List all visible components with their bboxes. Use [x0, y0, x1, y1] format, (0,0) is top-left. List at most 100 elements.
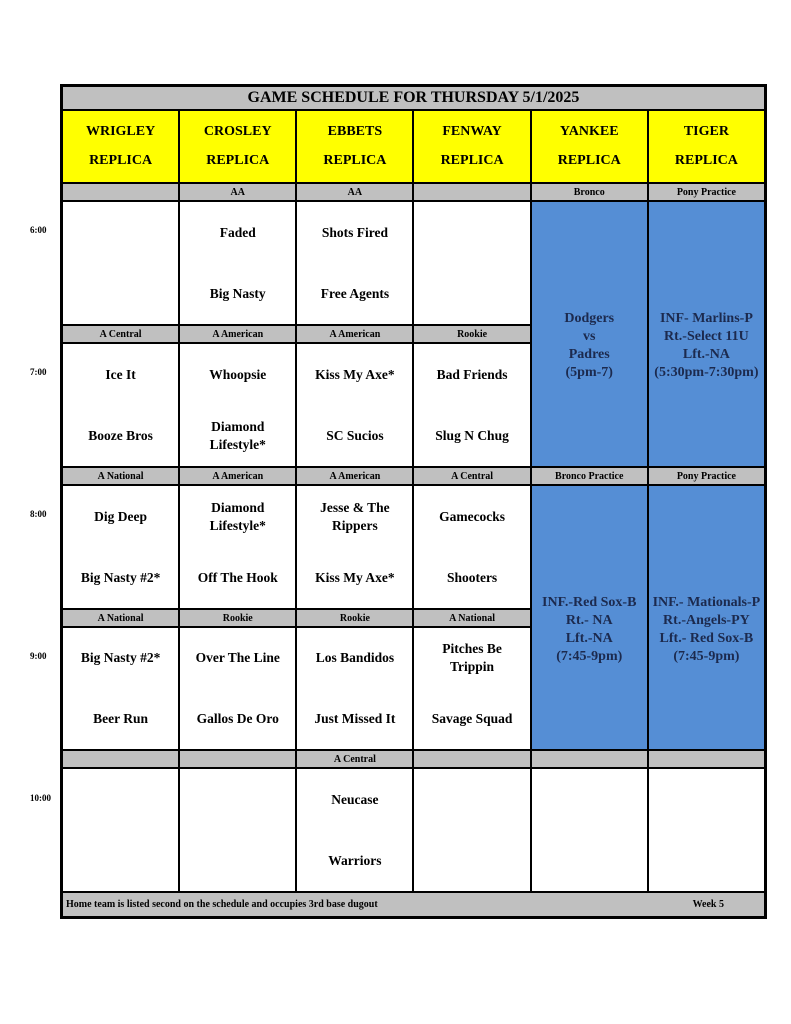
- practice-line: Rt.-Angels-PY: [663, 612, 750, 628]
- practice-block-tiger: INF.- Mationals-P Rt.-Angels-PY Lft.- Red …: [647, 485, 765, 750]
- division-label: A Central: [413, 467, 531, 485]
- field-name-line: REPLICA: [323, 153, 387, 169]
- away-team: Gamecocks: [439, 508, 506, 524]
- game-cell: Big Nasty #2* Beer Run: [62, 627, 180, 750]
- division-label: [179, 750, 297, 768]
- field-name-line: TIGER: [683, 123, 729, 139]
- field-header: FENWAY REPLICA: [413, 110, 531, 183]
- away-team: Big Nasty #2*: [80, 650, 161, 666]
- practice-line: Rt.- NA: [565, 612, 613, 628]
- home-team: Savage Squad: [431, 710, 513, 726]
- practice-line: INF.-Red Sox-B: [542, 594, 637, 610]
- practice-line: (5pm-7): [565, 365, 613, 380]
- field-header: CROSLEY REPLICA: [179, 110, 297, 183]
- field-name-line: REPLICA: [206, 153, 270, 169]
- game-cell: [413, 201, 531, 325]
- game-cell: Kiss My Axe* SC Sucios: [296, 343, 414, 467]
- field-name-line: YANKEE: [559, 123, 619, 139]
- game-cell: Dig Deep Big Nasty #2*: [62, 485, 180, 609]
- game-cell: [647, 768, 765, 892]
- field-name-line: FENWAY: [442, 123, 502, 139]
- division-label: A American: [179, 325, 297, 343]
- page-title: GAME SCHEDULE FOR THURSDAY 5/1/2025: [62, 86, 765, 110]
- practice-line: INF.- Mationals-P: [652, 594, 761, 610]
- game-cell: Pitches Be Trippin Savage Squad: [413, 627, 531, 750]
- away-team: Los Bandidos: [315, 650, 395, 666]
- home-team: Slug N Chug: [435, 427, 509, 443]
- home-team: Just Missed It: [314, 710, 396, 726]
- practice-block-yankee: Dodgers vs Padres (5pm-7): [530, 201, 648, 467]
- practice-line: Lft.- Red Sox-B: [659, 630, 754, 646]
- game-cell: Bad Friends Slug N Chug: [413, 343, 531, 467]
- division-label: A National: [413, 609, 531, 627]
- away-team: Kiss My Axe*: [315, 366, 395, 382]
- home-team: Warriors: [328, 852, 382, 868]
- away-team: Ice It: [105, 366, 136, 382]
- practice-block-tiger: INF- Marlins-P Rt.-Select 11U Lft.-NA (5:30…: [647, 201, 765, 467]
- division-label: Rookie: [296, 609, 414, 627]
- time-label: 8:00: [30, 509, 47, 519]
- field-name-line: REPLICA: [440, 153, 504, 169]
- away-team: Dig Deep: [94, 508, 148, 524]
- game-cell: [62, 201, 180, 325]
- division-label: AA: [296, 183, 414, 201]
- practice-line: (7:45-9pm): [673, 648, 740, 664]
- division-label: A American: [296, 325, 414, 343]
- practice-line: Rt.-Select 11U: [664, 329, 749, 344]
- game-cell: Neucase Warriors: [296, 768, 414, 892]
- division-label: A American: [296, 467, 414, 485]
- game-cell: Over The Line Gallos De Oro: [179, 627, 297, 750]
- division-label: A National: [62, 609, 180, 627]
- division-label: [62, 183, 180, 201]
- field-header: TIGER REPLICA: [647, 110, 765, 183]
- field-header: YANKEE REPLICA: [530, 110, 648, 183]
- time-label: 7:00: [30, 367, 47, 377]
- away-team: Whoopsie: [209, 366, 267, 382]
- away-team: Neucase: [331, 791, 379, 807]
- game-cell: [62, 768, 180, 892]
- division-label: Rookie: [179, 609, 297, 627]
- division-label: [413, 750, 531, 768]
- division-label: A Central: [62, 325, 180, 343]
- field-name-line: REPLICA: [674, 153, 738, 169]
- home-team: Shooters: [446, 569, 498, 585]
- home-team: Kiss My Axe*: [315, 569, 395, 585]
- game-cell: Whoopsie Diamond Lifestyle*: [179, 343, 297, 467]
- division-label: Pony Practice: [647, 183, 765, 201]
- field-name-line: REPLICA: [557, 153, 621, 169]
- practice-line: INF- Marlins-P: [659, 311, 753, 326]
- game-cell: Diamond Lifestyle* Off The Hook: [179, 485, 297, 609]
- game-cell: [530, 768, 648, 892]
- time-label: 6:00: [30, 225, 47, 235]
- field-header: WRIGLEY REPLICA: [62, 110, 180, 183]
- home-team: Diamond Lifestyle*: [209, 418, 266, 452]
- home-team: Booze Bros: [88, 427, 153, 443]
- division-label: Rookie: [413, 325, 531, 343]
- footer-note: Home team is listed second on the schedu…: [66, 899, 378, 910]
- practice-line: Lft.-NA: [565, 630, 613, 646]
- division-label: A Central: [296, 750, 414, 768]
- time-label: 9:00: [30, 651, 47, 661]
- practice-line: (5:30pm-7:30pm): [654, 365, 759, 380]
- division-label: Bronco Practice: [530, 467, 648, 485]
- division-label: [530, 750, 648, 768]
- away-team: Faded: [219, 224, 256, 240]
- game-cell: Gamecocks Shooters: [413, 485, 531, 609]
- game-cell: Shots Fired Free Agents: [296, 201, 414, 325]
- away-team: Shots Fired: [321, 224, 388, 240]
- division-label: A National: [62, 467, 180, 485]
- field-header: EBBETS REPLICA: [296, 110, 414, 183]
- division-label: AA: [179, 183, 297, 201]
- time-label: 10:00: [30, 793, 51, 803]
- practice-line: Padres: [568, 347, 610, 362]
- division-label: [62, 750, 180, 768]
- home-team: Big Nasty #2*: [80, 569, 161, 585]
- week-label: Week 5: [692, 899, 724, 910]
- division-label: Pony Practice: [647, 467, 765, 485]
- field-name-line: WRIGLEY: [85, 123, 156, 139]
- home-team: Beer Run: [93, 710, 149, 726]
- footer: Home team is listed second on the schedu…: [62, 892, 765, 917]
- home-team: Free Agents: [320, 285, 390, 301]
- practice-block-yankee: INF.-Red Sox-B Rt.- NA Lft.-NA (7:45-9pm): [530, 485, 648, 750]
- home-team: Off The Hook: [197, 569, 278, 585]
